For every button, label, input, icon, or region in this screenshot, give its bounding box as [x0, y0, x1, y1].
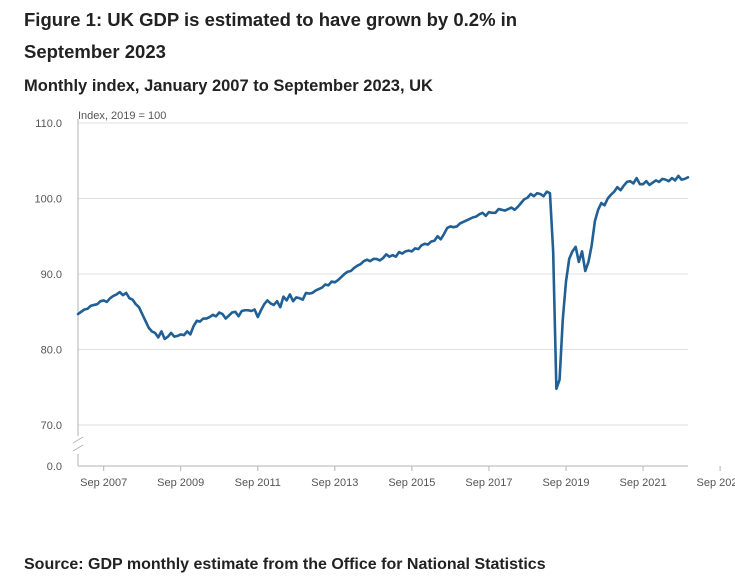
gridlines [78, 122, 688, 426]
axis-break-mark [72, 444, 84, 452]
y-tick-label: 110.0 [35, 118, 62, 130]
x-tick-label: Sep 2021 [619, 477, 666, 489]
x-tick-label: Sep 2009 [157, 477, 204, 489]
y-tick-label: 0.0 [47, 461, 62, 473]
x-tick-label: Sep 2019 [542, 477, 589, 489]
x-tick-label: Sep 2013 [311, 477, 358, 489]
x-tick-label: Sep 2023 [697, 477, 735, 489]
axes [72, 119, 688, 467]
axis-break-mark [72, 436, 84, 444]
y-tick-label: 80.0 [41, 345, 62, 357]
x-tick-label: Sep 2011 [235, 477, 281, 489]
y-tick-label: 70.0 [41, 420, 62, 432]
x-tick-label: Sep 2015 [388, 477, 435, 489]
x-axis-ticks: Sep 2007 Sep 2009 Sep 2011 Sep 2013 Sep 2015… [80, 466, 735, 489]
y-tick-label: 90.0 [41, 269, 62, 281]
series-layer [76, 174, 690, 391]
source-note: Source: GDP monthly estimate from the Of… [24, 556, 546, 573]
y-axis-ticks: 110.0 100.0 90.0 80.0 70.0 0.0 [34, 118, 62, 473]
y-tick-label: 100.0 [34, 194, 62, 206]
chart-title: Figure 1: UK GDP is estimated to have gr… [24, 9, 518, 62]
x-tick-label: Sep 2007 [80, 477, 127, 489]
x-tick-label: Sep 2017 [465, 477, 512, 489]
series-line-gdp [76, 174, 690, 391]
chart-subtitle: Monthly index, January 2007 to September… [24, 77, 433, 95]
y-axis-label: Index, 2019 = 100 [78, 110, 166, 122]
